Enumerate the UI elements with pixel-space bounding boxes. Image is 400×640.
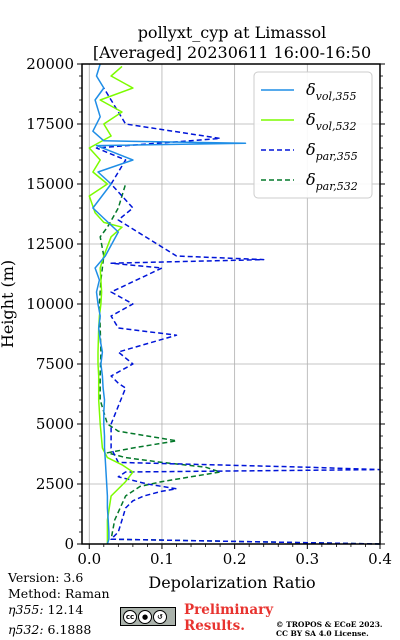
legend-symbol: δ [306, 80, 316, 99]
y-axis: 0 2500 5000 7500 10000 12500 15000 17500 20000 [26, 55, 385, 553]
legend-symbol: δ [306, 140, 316, 159]
y-tick-label: 17500 [26, 115, 74, 133]
y-axis-label: Height (m) [0, 260, 17, 348]
eta355-value: 12.14 [47, 602, 84, 617]
legend-label: δpar,355 [306, 140, 358, 163]
x-tick-label: 0.0 [77, 550, 101, 568]
cc-license-badge: cc ● ↺ [120, 607, 176, 626]
legend-label: δvol,532 [306, 110, 357, 133]
x-axis-label: Depolarization Ratio [148, 573, 315, 592]
x-tick-label: 0.3 [295, 550, 319, 568]
series-line-par-355 [95, 87, 381, 545]
chart-title: pollyxt_cyp at Limassol [138, 23, 327, 42]
by-icon: ● [138, 609, 152, 624]
preliminary-notice: Preliminary Results. [184, 602, 273, 634]
copyright-notice: © TROPOS & ECoE 2023. CC BY SA 4.0 Licen… [276, 620, 383, 638]
legend-label: δpar,532 [306, 170, 358, 193]
sa-icon: ↺ [153, 609, 167, 624]
y-tick-label: 0 [64, 535, 74, 553]
chart-subtitle: [Averaged] 20230611 16:00-16:50 [93, 43, 371, 62]
eta532-value: 6.1888 [47, 622, 92, 637]
legend-symbol: δ [306, 170, 316, 189]
y-tick-label: 12500 [26, 235, 74, 253]
y-tick-label: 5000 [36, 415, 74, 433]
version-text: Version: 3.6 [8, 570, 84, 585]
x-tick-label: 0.2 [223, 550, 247, 568]
legend-label: δvol,355 [306, 80, 357, 103]
y-tick-label: 20000 [26, 55, 74, 73]
eta532-line: η532: 6.1888 [8, 622, 91, 638]
preliminary-line1: Preliminary [184, 602, 274, 618]
legend-subscript: par,355 [316, 150, 358, 163]
eta355-line: η355: 12.14 [8, 602, 83, 618]
legend-symbol: δ [306, 110, 316, 129]
preliminary-line2: Results. [184, 618, 245, 634]
copyright-line2: CC BY SA 4.0 License. [276, 629, 369, 638]
legend-subscript: vol,355 [316, 90, 357, 103]
cc-icon: cc [123, 609, 137, 624]
x-axis: 0.0 0.1 0.2 0.3 0.4 [77, 544, 392, 568]
legend-subscript: par,532 [316, 180, 358, 193]
x-tick-label: 0.4 [368, 550, 392, 568]
method-text: Method: Raman [8, 586, 110, 601]
x-tick-label: 0.1 [150, 550, 174, 568]
copyright-line1: © TROPOS & ECoE 2023. [276, 620, 383, 629]
y-tick-label: 15000 [26, 175, 74, 193]
eta355-label: η355: [8, 602, 44, 617]
y-tick-label: 10000 [26, 295, 74, 313]
legend-subscript: vol,532 [316, 120, 357, 133]
y-tick-label: 2500 [36, 475, 74, 493]
series-layer [88, 63, 381, 545]
series-line-vol-532 [88, 65, 134, 544]
series-line-par-532 [98, 183, 381, 545]
legend-box [253, 71, 373, 199]
y-tick-label: 7500 [36, 355, 74, 373]
series-line-vol-355 [92, 63, 247, 545]
eta532-label: η532: [8, 622, 44, 637]
